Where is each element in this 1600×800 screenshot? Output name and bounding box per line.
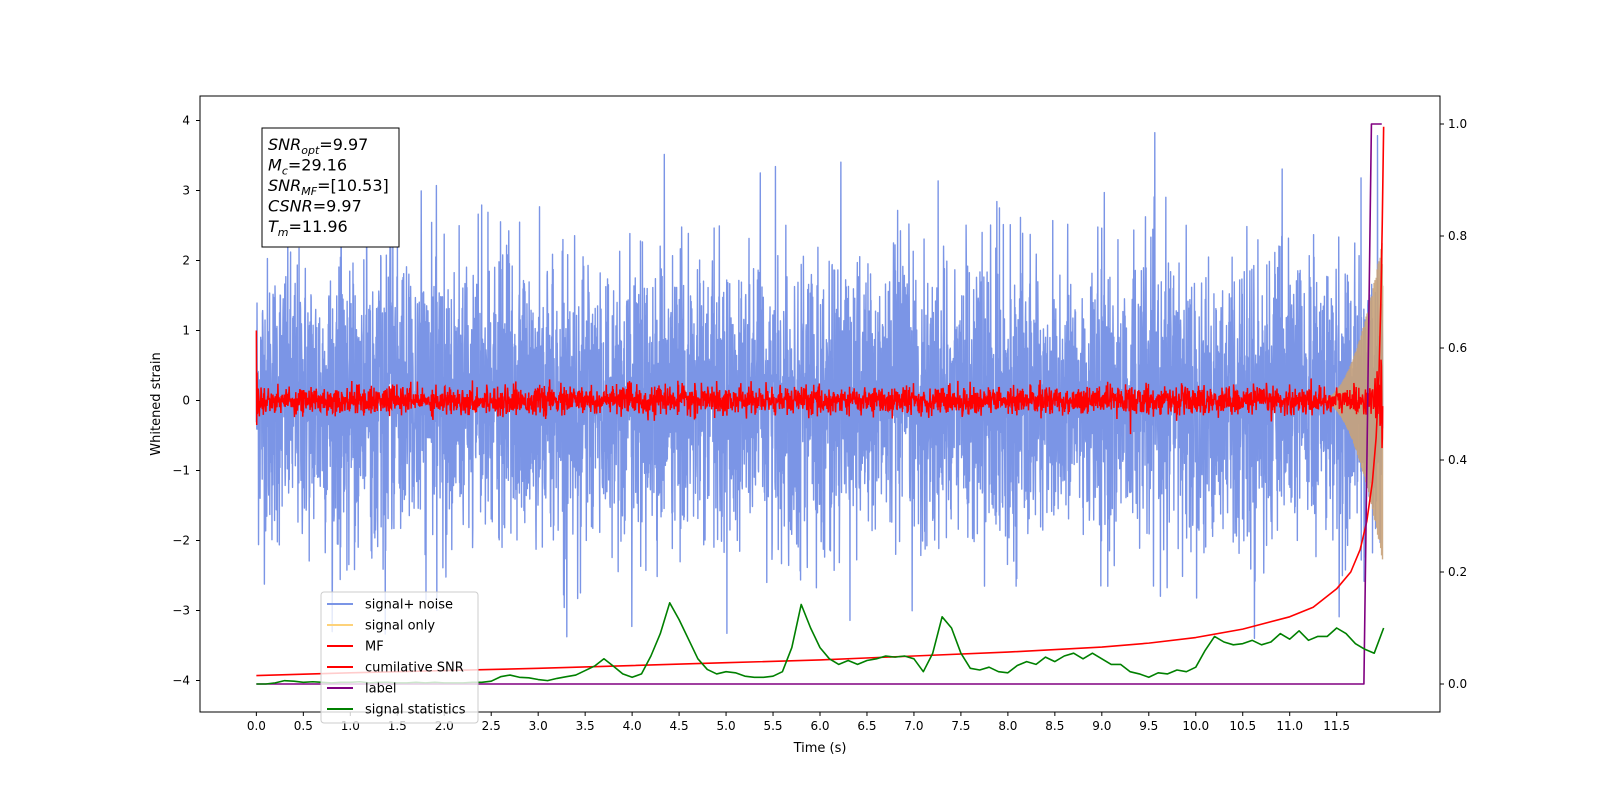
- y2-tick-label: 0.4: [1448, 453, 1467, 467]
- legend-label: signal statistics: [365, 703, 466, 718]
- y2-tick-label: 0.0: [1448, 677, 1467, 691]
- x-tick-label: 8.0: [998, 719, 1017, 733]
- x-axis-label: Time (s): [793, 741, 847, 756]
- annotation-frame: [261, 127, 400, 248]
- x-tick-label: 3.0: [529, 719, 548, 733]
- y-tick-label: 1: [182, 324, 190, 338]
- series-signal-noise: [255, 132, 1384, 640]
- y-tick-label: 0: [182, 394, 190, 408]
- legend-label: label: [365, 682, 396, 697]
- annotation-line: SNRMF=[10.53]: [268, 176, 389, 198]
- series-mf: [255, 330, 1384, 449]
- y-tick-label: 4: [182, 114, 190, 128]
- x-tick-label: 8.5: [1045, 719, 1064, 733]
- x-tick-label: 10.0: [1182, 719, 1209, 733]
- y2-tick-label: 0.8: [1448, 229, 1467, 243]
- series-label: [256, 123, 1382, 685]
- y-axis-label: Whitened strain: [149, 352, 164, 455]
- y-tick-label: 2: [182, 254, 190, 268]
- x-tick-label: 10.5: [1229, 719, 1256, 733]
- annotation-line: Mc=29.16: [268, 156, 347, 178]
- x-tick-label: 11.0: [1276, 719, 1303, 733]
- x-tick-label: 3.5: [576, 719, 595, 733]
- x-tick-label: 4.5: [670, 719, 689, 733]
- legend-label: MF: [365, 640, 384, 655]
- annotation-line: SNRopt=9.97: [268, 135, 368, 157]
- x-tick-label: 6.0: [810, 719, 829, 733]
- y-tick-label: −1: [172, 464, 190, 478]
- x-tick-label: 4.0: [623, 719, 642, 733]
- y2-tick-label: 1.0: [1448, 117, 1467, 131]
- y-tick-label: −4: [172, 674, 190, 688]
- x-tick-label: 2.5: [482, 719, 501, 733]
- x-tick-label: 5.0: [717, 719, 736, 733]
- x-tick-label: 11.5: [1323, 719, 1350, 733]
- x-tick-label: 7.0: [904, 719, 923, 733]
- plot-data: [255, 123, 1385, 685]
- legend-label: signal+ noise: [365, 598, 453, 613]
- annotation-box: SNRopt=9.97Mc=29.16SNRMF=[10.53]CSNR=9.9…: [261, 127, 400, 248]
- x-tick-label: 0.0: [247, 719, 266, 733]
- legend-label: signal only: [365, 619, 435, 634]
- y-tick-label: −3: [172, 604, 190, 618]
- y-tick-label: 3: [182, 184, 190, 198]
- y-tick-label: −2: [172, 534, 190, 548]
- x-tick-label: 9.0: [1092, 719, 1111, 733]
- annotation-line: Tm=11.96: [268, 217, 348, 239]
- legend-frame: [320, 591, 479, 724]
- x-tick-label: 9.5: [1139, 719, 1158, 733]
- x-tick-label: 7.5: [951, 719, 970, 733]
- x-tick-label: 0.5: [294, 719, 313, 733]
- x-tick-label: 5.5: [763, 719, 782, 733]
- x-tick-label: 6.5: [857, 719, 876, 733]
- legend-label: cumilative SNR: [365, 661, 464, 676]
- series-cumilative-snr: [256, 126, 1385, 677]
- y2-tick-label: 0.6: [1448, 341, 1467, 355]
- annotation-line: CSNR=9.97: [268, 197, 362, 216]
- legend: signal+ noise signal only MF cumilative SNR…: [320, 591, 479, 724]
- y2-tick-label: 0.2: [1448, 565, 1467, 579]
